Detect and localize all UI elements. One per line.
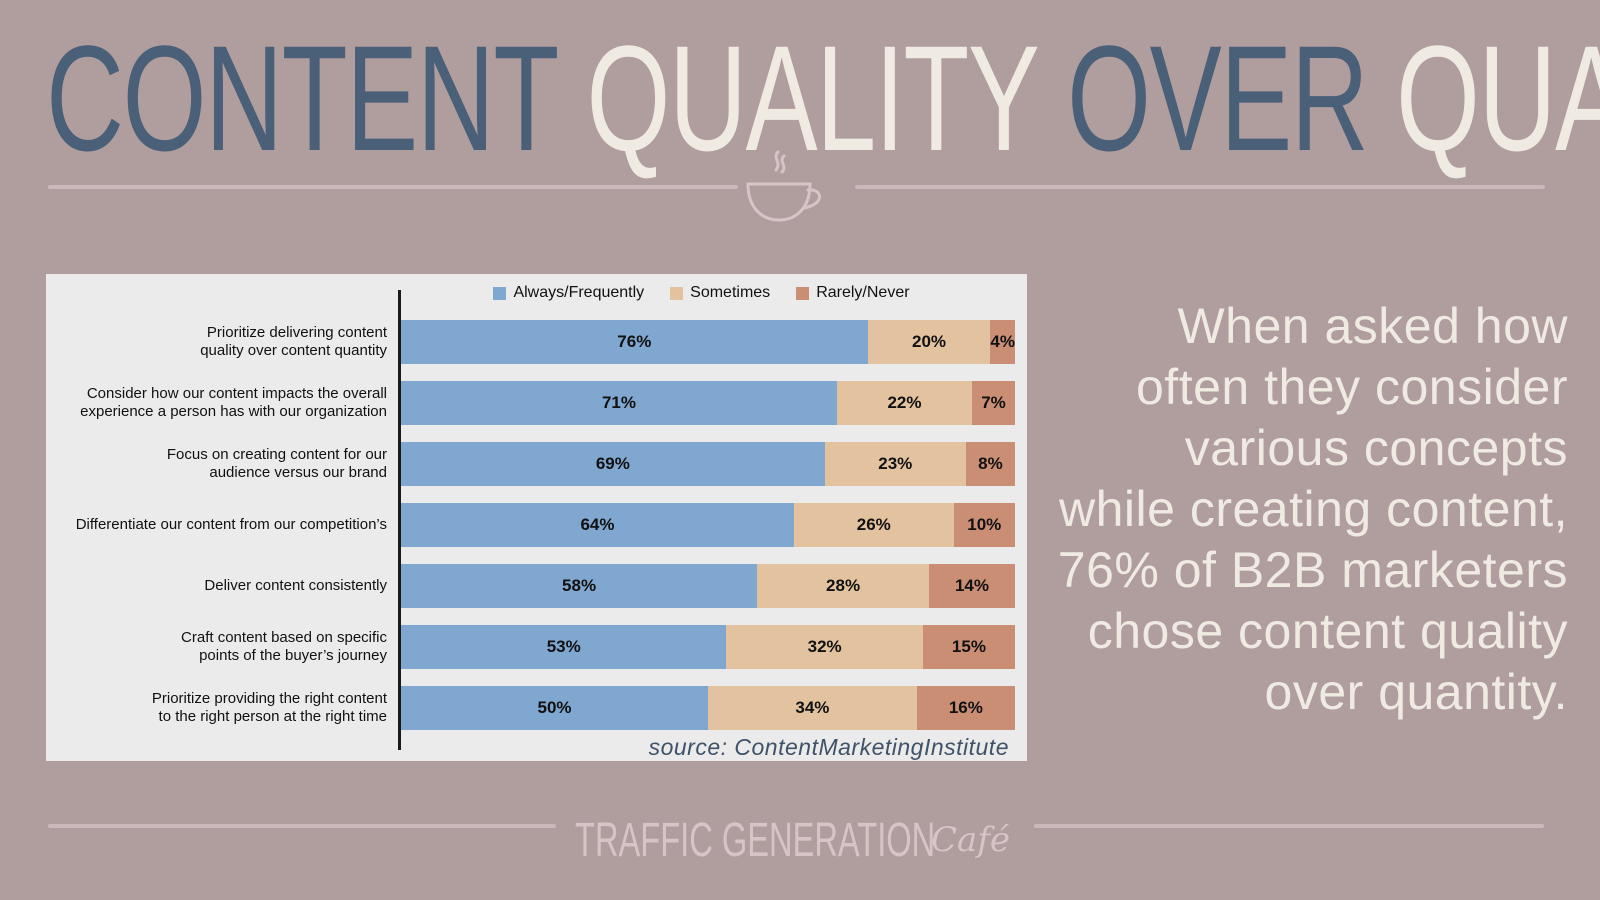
stacked-bar: 64% 26% 10% xyxy=(401,503,1015,547)
bar-segment-rarely: 10% xyxy=(953,503,1015,547)
brand-logo: TRAFFIC GENERATION Café xyxy=(575,812,1025,868)
title-word-over: OVER xyxy=(1067,14,1369,182)
chart-row: Consider how our content impacts the ove… xyxy=(46,381,1027,425)
bar-segment-always: 64% xyxy=(401,503,794,547)
stacked-bar: 58% 28% 14% xyxy=(401,564,1015,608)
bar-segment-rarely: 15% xyxy=(922,625,1015,669)
summary-line: while creating content, xyxy=(1058,481,1568,537)
bar-segment-sometimes: 28% xyxy=(757,564,930,608)
summary-line: various concepts xyxy=(1184,420,1568,476)
row-label-line: Differentiate our content from our compe… xyxy=(75,516,387,533)
row-label: Deliver content consistently xyxy=(47,564,387,608)
row-label: Consider how our content impacts the ove… xyxy=(47,381,387,425)
row-label-line: Prioritize providing the right content xyxy=(151,690,387,707)
chart-row: Prioritize providing the right content to… xyxy=(46,686,1027,730)
bar-segment-always: 50% xyxy=(401,686,708,730)
stacked-bar: 50% 34% 16% xyxy=(401,686,1015,730)
stacked-bar: 76% 20% 4% xyxy=(401,320,1015,364)
bar-segment-rarely: 14% xyxy=(929,564,1015,608)
brand-name: TRAFFIC GENERATION xyxy=(575,813,936,867)
summary-line: over quantity. xyxy=(1264,664,1568,720)
bar-segment-rarely: 4% xyxy=(990,320,1015,364)
stacked-bar-chart: Always/Frequently Sometimes Rarely/Never… xyxy=(46,274,1027,761)
chart-legend: Always/Frequently Sometimes Rarely/Never xyxy=(46,284,1027,302)
chart-row: Prioritize delivering content quality ove… xyxy=(46,320,1027,364)
legend-swatch-always xyxy=(493,286,507,300)
legend-swatch-rarely xyxy=(796,286,810,300)
row-label-line: Consider how our content impacts the ove… xyxy=(86,385,387,402)
title-divider-right xyxy=(855,185,1545,189)
row-label: Focus on creating content for our audienc… xyxy=(47,442,387,486)
brand-script: Café xyxy=(931,820,1010,860)
bar-segment-sometimes: 22% xyxy=(836,381,973,425)
title-word-quality: QUALITY xyxy=(586,14,1039,182)
summary-line: 76% of B2B marketers xyxy=(1057,542,1568,598)
legend-item-sometimes: Sometimes xyxy=(670,284,770,302)
bar-segment-sometimes: 23% xyxy=(824,442,966,486)
row-label: Prioritize delivering content quality ove… xyxy=(47,320,387,364)
bar-segment-sometimes: 26% xyxy=(793,503,954,547)
row-label-line: to the right person at the right time xyxy=(158,708,387,725)
legend-swatch-sometimes xyxy=(670,286,684,300)
title-word-quantity: QUANTITY xyxy=(1395,14,1600,182)
footer-divider-right xyxy=(1034,824,1544,828)
page-title: CONTENT QUALITY OVER QUANTITY xyxy=(46,14,1600,182)
summary-line: chose content quality xyxy=(1087,603,1568,659)
row-label: Prioritize providing the right content to… xyxy=(47,686,387,730)
chart-row: Focus on creating content for our audienc… xyxy=(46,442,1027,486)
bar-segment-sometimes: 20% xyxy=(867,320,991,364)
bar-segment-always: 53% xyxy=(401,625,727,669)
row-label: Craft content based on specific points of… xyxy=(47,625,387,669)
bar-segment-sometimes: 34% xyxy=(708,686,917,730)
y-axis-line xyxy=(398,290,401,750)
chart-row: Craft content based on specific points of… xyxy=(46,625,1027,669)
bar-segment-always: 71% xyxy=(401,381,837,425)
chart-source-credit: source: ContentMarketingInstitute xyxy=(648,734,1009,760)
row-label-line: Deliver content consistently xyxy=(204,577,387,594)
legend-label-rarely: Rarely/Never xyxy=(816,284,910,301)
legend-item-always: Always/Frequently xyxy=(493,284,644,302)
row-label-line: Focus on creating content for our xyxy=(166,446,387,463)
summary-line: When asked how xyxy=(1177,298,1568,354)
bar-segment-sometimes: 32% xyxy=(726,625,923,669)
summary-line: often they consider xyxy=(1136,359,1568,415)
row-label-line: Prioritize delivering content xyxy=(206,324,387,341)
legend-label-sometimes: Sometimes xyxy=(690,284,771,301)
bar-segment-rarely: 16% xyxy=(916,686,1015,730)
title-divider-left xyxy=(48,185,738,189)
row-label-line: audience versus our brand xyxy=(209,464,387,481)
row-label-line: experience a person has with our organiz… xyxy=(80,403,387,420)
row-label-line: quality over content quantity xyxy=(200,342,387,359)
title-word-content: CONTENT xyxy=(46,14,559,182)
stacked-bar: 53% 32% 15% xyxy=(401,625,1015,669)
legend-item-rarely: Rarely/Never xyxy=(796,284,910,302)
bar-segment-always: 58% xyxy=(401,564,758,608)
bar-segment-rarely: 7% xyxy=(972,381,1015,425)
row-label: Differentiate our content from our compe… xyxy=(47,503,387,547)
legend-label-always: Always/Frequently xyxy=(513,284,645,301)
stacked-bar: 71% 22% 7% xyxy=(401,381,1015,425)
row-label-line: Craft content based on specific xyxy=(181,629,387,646)
bar-segment-rarely: 8% xyxy=(965,442,1015,486)
row-label-line: points of the buyer’s journey xyxy=(199,647,387,664)
coffee-cup-icon xyxy=(742,148,832,228)
chart-row: Differentiate our content from our compe… xyxy=(46,503,1027,547)
bar-segment-always: 76% xyxy=(401,320,868,364)
footer-divider-left xyxy=(48,824,556,828)
summary-text: When asked how often they consider vario… xyxy=(1018,296,1568,723)
bar-segment-always: 69% xyxy=(401,442,825,486)
chart-row: Deliver content consistently 58% 28% 14% xyxy=(46,564,1027,608)
stacked-bar: 69% 23% 8% xyxy=(401,442,1015,486)
